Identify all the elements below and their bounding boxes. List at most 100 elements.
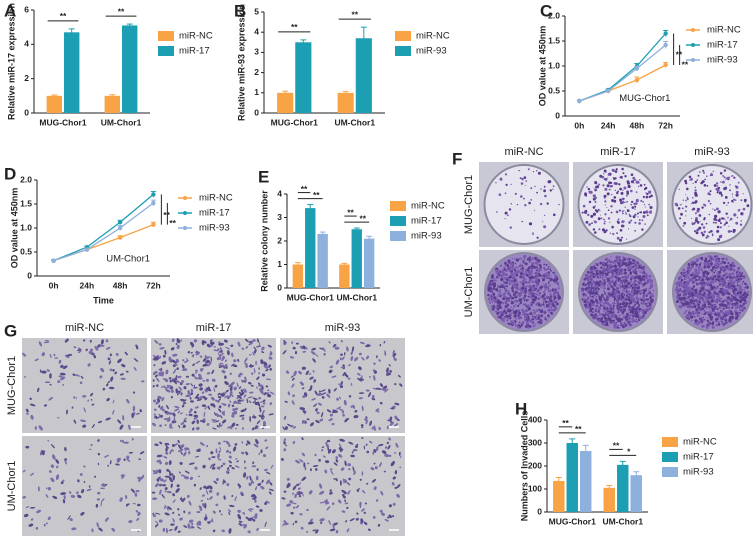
colony [530,296,533,299]
colony [589,294,592,296]
colony [594,196,597,199]
colony [606,265,609,268]
colony [592,194,596,198]
colony [618,314,621,317]
colony [607,288,610,291]
colony [713,286,716,289]
micrograph [479,162,569,247]
colony [623,197,625,200]
colony [715,299,719,303]
colony [698,214,702,217]
y-tick-label: 2 [277,235,282,245]
colony [518,292,520,295]
colony [525,310,527,312]
colony [693,276,696,279]
colony [700,276,703,279]
plate-well [577,164,659,245]
colony [719,234,723,238]
colony [608,315,612,318]
colony [718,271,721,273]
colony [539,321,543,324]
colony [520,182,524,185]
colony [523,304,525,306]
colony [610,266,613,269]
colony [688,270,691,273]
x-tick-label: 72h [658,120,673,130]
colony [735,301,739,305]
colony [538,308,541,311]
colony [639,310,641,312]
colony [605,292,607,294]
colony [524,299,526,301]
colony [736,298,739,302]
colony [696,179,699,182]
y-tick-label: 0 [537,506,542,516]
legend-label: miR-17 [683,452,714,463]
colony [516,294,518,296]
colony [711,273,713,275]
colony [708,231,711,234]
colony [553,296,557,300]
colony [676,282,679,286]
colony [715,279,717,281]
colony [724,322,727,325]
colony [635,191,638,194]
colony [635,280,638,283]
colony [739,274,743,278]
colony [555,306,557,309]
colony [720,283,723,286]
colony [731,175,734,177]
colony [642,215,646,218]
colony [592,312,594,314]
colony [690,314,692,316]
colony [644,280,646,282]
colony [713,309,715,312]
colony [637,281,640,283]
colony [716,294,720,298]
colony [495,269,499,273]
colony [634,293,636,295]
colony [693,299,696,302]
colony [614,295,617,297]
colony [623,186,627,190]
colony [737,267,740,270]
colony [683,311,686,314]
colony [729,314,731,316]
colony [625,317,627,320]
colony [633,261,636,264]
colony [554,305,556,307]
colony [524,291,526,293]
colony [693,271,695,272]
colony [611,286,614,289]
colony [636,298,640,302]
colony [509,294,512,297]
colony [705,298,709,301]
colony [647,289,650,291]
y-tick-label: 0 [555,110,560,120]
row-label: MUG-Chor1 [6,356,18,415]
colony [506,261,508,264]
colony [617,221,620,224]
error-bar [282,90,289,95]
colony [740,220,742,222]
colony [624,275,626,277]
colony [636,314,639,318]
colony [709,262,713,266]
colony [718,321,720,323]
significance: ** [359,213,366,223]
colony [498,300,502,304]
colony [694,193,698,197]
colony [706,319,709,322]
colony [504,192,507,195]
colony [688,309,690,311]
colony [519,272,523,275]
colony [642,265,645,269]
colony [612,285,614,287]
colony [502,297,505,301]
colony [703,230,706,233]
series-point [117,225,123,231]
colony [643,183,646,186]
bar [553,480,565,512]
colony [691,222,695,226]
colony [515,325,517,327]
